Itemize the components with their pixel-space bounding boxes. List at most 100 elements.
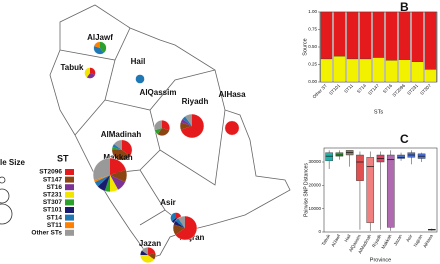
x-axis-label: Province — [370, 257, 391, 263]
legend-label: ST14 — [46, 214, 62, 221]
x-tick-label: Najran — [413, 233, 424, 247]
region-label: Hail — [131, 57, 146, 66]
x-tick-label: Jazan — [393, 233, 404, 246]
pie-size — [135, 74, 145, 84]
pie-slice — [180, 118, 192, 126]
bar-segment — [372, 57, 385, 83]
x-tick-label: ST14 — [356, 83, 367, 94]
y-tick-label: 0.75 — [308, 27, 317, 32]
pie-slice — [110, 169, 127, 183]
region-label: Makkah — [103, 153, 132, 162]
pie-slice — [182, 116, 192, 126]
pie-slice — [113, 139, 122, 150]
pie-slice — [86, 73, 96, 79]
bar-segment — [424, 11, 437, 70]
pie-slice — [93, 41, 100, 48]
pie-slice — [90, 67, 96, 75]
y-tick-label: 0.50 — [308, 44, 317, 49]
pie-slice — [112, 144, 122, 150]
pie-size — [92, 157, 128, 193]
pie-slice — [154, 120, 162, 131]
pie-slice — [84, 67, 90, 78]
x-tick-label: Asir — [405, 233, 413, 243]
legend-swatch — [65, 222, 74, 229]
y-tick-label: 1.00 — [308, 9, 317, 14]
y-tick-label: 0.00 — [308, 79, 317, 84]
y-tick-label: 0.25 — [308, 62, 317, 67]
map-outline — [49, 4, 291, 259]
pie-slice — [111, 146, 122, 150]
x-tick-label: ST231 — [406, 83, 419, 96]
box — [397, 154, 405, 159]
pie-slice — [177, 216, 185, 228]
legend-label: ST11 — [47, 222, 63, 229]
legend-swatch — [65, 214, 74, 221]
panel-label: C — [400, 132, 409, 146]
panel-label: B — [400, 0, 409, 14]
y-tick-label: 0 — [318, 229, 321, 234]
bar-segment — [385, 11, 398, 61]
region-label: Asir — [160, 198, 176, 207]
legend-swatch — [65, 169, 74, 175]
x-tick-label: ST147 — [367, 83, 380, 96]
bar-segment — [359, 11, 372, 60]
pie-slice — [157, 128, 170, 136]
pie-slice — [173, 220, 185, 228]
pie-size — [84, 67, 96, 79]
pie-size — [224, 120, 240, 136]
x-tick-label: AlHasa — [422, 233, 434, 248]
legend-swatch — [65, 207, 74, 213]
pie-slice — [122, 139, 133, 156]
region-label: AlQassim — [140, 88, 177, 97]
pie-size — [179, 113, 205, 139]
y-axis-label: Source — [302, 38, 308, 55]
bar-segment — [333, 11, 346, 57]
pie-slice — [110, 175, 119, 192]
bar-segment — [320, 58, 333, 83]
pie-slice — [110, 175, 126, 190]
pie-slice — [180, 122, 192, 130]
x-tick-label: Makkah — [380, 233, 392, 250]
x-tick-label: Tabuk — [321, 233, 332, 247]
region-label: AlHasa — [218, 90, 246, 99]
pie-slice — [170, 212, 176, 222]
bar-segment — [346, 11, 359, 60]
bar-segment — [411, 61, 424, 83]
x-tick-label: Hail — [343, 234, 351, 243]
x-tick-label: ST11 — [343, 83, 354, 94]
legend-label: ST16 — [46, 184, 62, 191]
pie-slice — [184, 114, 192, 126]
x-tick-label: AlJawf — [330, 233, 341, 248]
pie-slice — [140, 255, 155, 263]
pie-slice — [93, 175, 110, 183]
pie-slice — [141, 247, 148, 255]
pie-slice — [135, 74, 145, 84]
pie-slice — [175, 216, 197, 240]
pie-size — [111, 139, 133, 161]
legend-swatch — [65, 184, 74, 191]
y-tick-label: 10000 — [308, 206, 321, 211]
bar-segment — [398, 59, 411, 83]
pie-slice — [97, 175, 110, 192]
legend-swatch — [65, 229, 74, 236]
bar-segment — [320, 11, 333, 60]
pie-slice — [162, 120, 170, 131]
x-tick-label: ST16 — [382, 83, 393, 94]
pie-size — [93, 41, 107, 55]
pie-slice — [224, 120, 240, 136]
legend-swatch — [65, 199, 74, 206]
legend-swatch — [65, 191, 74, 198]
pie-slice — [100, 41, 107, 54]
region-label: Riyadh — [182, 97, 209, 106]
legend-label: ST307 — [43, 199, 63, 206]
legend-label: ST2096 — [39, 169, 62, 176]
y-axis-label: Pairwise SNP Distances — [303, 163, 309, 217]
pie-slice — [140, 250, 148, 255]
bar-segment — [346, 58, 359, 83]
size-legend — [0, 176, 13, 225]
box — [356, 154, 364, 181]
legend-swatch — [65, 176, 74, 183]
box — [366, 157, 375, 223]
box — [335, 152, 344, 157]
